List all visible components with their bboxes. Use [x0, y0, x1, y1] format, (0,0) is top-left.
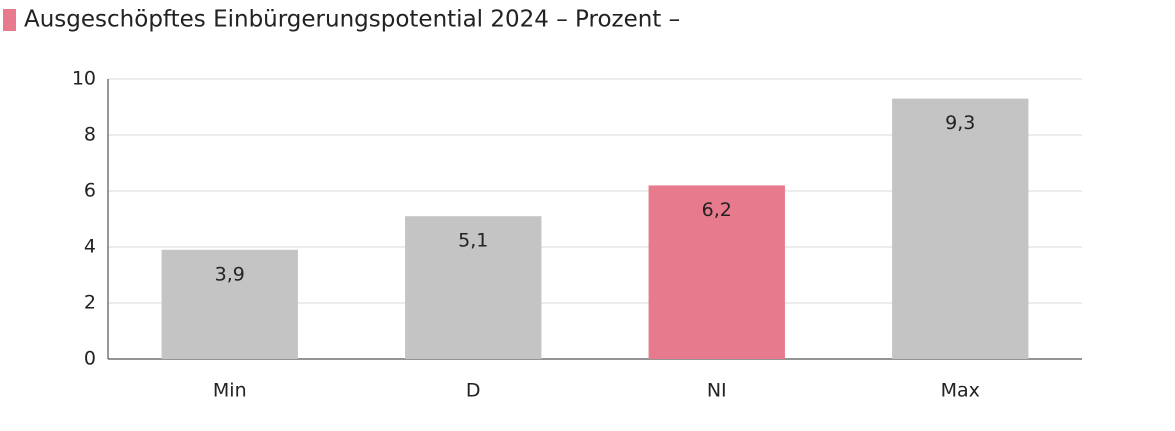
y-tick-label: 4	[84, 236, 96, 258]
bar	[648, 185, 785, 359]
value-label: 3,9	[215, 263, 245, 285]
bar	[161, 249, 298, 359]
chart-title: Ausgeschöpftes Einbürgerungspotential 20…	[24, 7, 680, 33]
value-label: 9,3	[945, 112, 975, 134]
x-tick-label: Max	[941, 380, 980, 402]
y-tick-label: 0	[84, 348, 96, 370]
y-tick-label: 8	[84, 124, 96, 146]
x-tick-label: NI	[707, 380, 727, 402]
x-tick-label: Min	[213, 380, 247, 402]
y-tick-label: 6	[84, 180, 96, 202]
value-label: 5,1	[458, 230, 488, 252]
x-tick-label: D	[466, 380, 481, 402]
bar	[405, 216, 542, 359]
value-label: 6,2	[702, 199, 732, 221]
title-marker	[3, 9, 16, 31]
y-tick-label: 2	[84, 292, 96, 314]
bar	[892, 98, 1029, 359]
y-tick-label: 10	[72, 68, 96, 90]
